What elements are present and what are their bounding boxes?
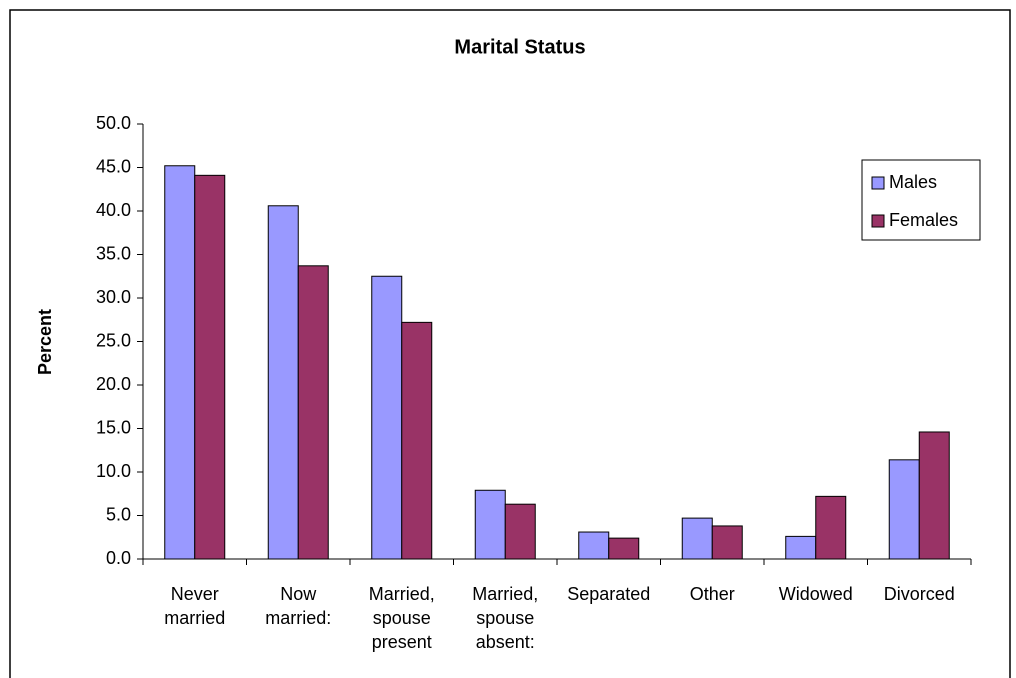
y-tick-label: 20.0 xyxy=(96,374,131,394)
y-tick-label: 0.0 xyxy=(106,548,131,568)
y-tick-label: 50.0 xyxy=(96,113,131,133)
y-tick-label: 45.0 xyxy=(96,156,131,176)
bar xyxy=(681,517,713,560)
y-tick-label: 40.0 xyxy=(96,200,131,220)
bar xyxy=(164,165,196,560)
x-tick-label: Widowed xyxy=(778,584,853,604)
bar xyxy=(711,525,743,560)
y-tick-label: 35.0 xyxy=(96,243,131,263)
bar xyxy=(267,205,299,560)
bar xyxy=(504,503,536,560)
bar xyxy=(474,489,506,560)
legend-label: Females xyxy=(889,210,958,230)
legend-swatch xyxy=(871,214,885,228)
y-tick-label: 30.0 xyxy=(96,287,131,307)
bar xyxy=(401,321,433,560)
legend-label: Males xyxy=(889,172,937,192)
x-tick-label: Divorced xyxy=(883,584,955,604)
x-tick-label: Never married xyxy=(164,584,226,628)
x-tick-label: Separated xyxy=(567,584,651,604)
bar xyxy=(608,537,640,560)
chart-title: Marital Status xyxy=(454,36,585,58)
x-tick-label: Married, spouse absent: xyxy=(472,584,539,652)
bar xyxy=(578,531,610,560)
bar xyxy=(888,459,920,560)
bar xyxy=(371,275,403,560)
bar xyxy=(815,495,847,560)
y-tick-label: 10.0 xyxy=(96,461,131,481)
x-tick-label: Other xyxy=(689,584,735,604)
chart-border xyxy=(9,9,1011,678)
bar xyxy=(194,174,226,560)
y-tick-label: 25.0 xyxy=(96,330,131,350)
x-tick-label: Now married: xyxy=(265,584,332,628)
bar xyxy=(297,265,329,560)
bar xyxy=(785,535,817,560)
y-tick-label: 15.0 xyxy=(96,417,131,437)
bar xyxy=(918,431,950,560)
y-tick-label: 5.0 xyxy=(106,504,131,524)
y-axis-label: Percent xyxy=(35,309,55,375)
x-tick-label: Married, spouse present xyxy=(368,584,435,652)
legend-swatch xyxy=(871,176,885,190)
